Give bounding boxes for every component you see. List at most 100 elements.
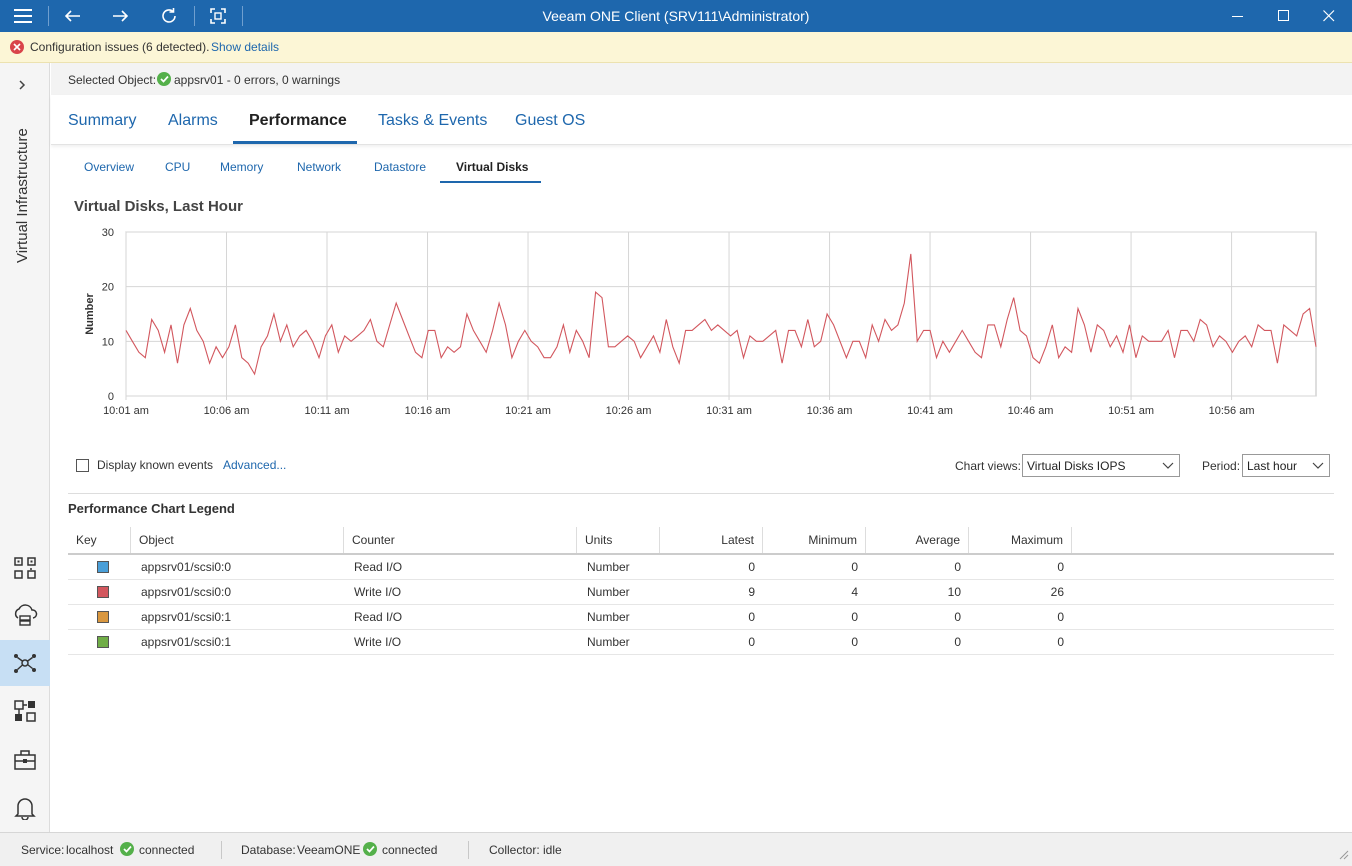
database-ok-icon <box>363 842 377 856</box>
subtab-virtual-disks[interactable]: Virtual Disks <box>456 160 529 174</box>
x-tick-label: 10:41 am <box>907 405 953 417</box>
hamburger-menu-icon[interactable] <box>0 0 46 32</box>
configuration-warning-bar: Configuration issues (6 detected). Show … <box>0 32 1352 63</box>
business-view-icon[interactable] <box>0 640 50 686</box>
cell-minimum: 0 <box>851 610 858 624</box>
advanced-link[interactable]: Advanced... <box>223 458 287 472</box>
table-row[interactable]: appsrv01/scsi0:0 Write I/O Number 9 4 10… <box>68 580 1334 605</box>
subtab-overview[interactable]: Overview <box>84 160 135 174</box>
refresh-icon[interactable] <box>146 0 192 32</box>
table-row[interactable]: appsrv01/scsi0:1 Write I/O Number 0 0 0 … <box>68 630 1334 655</box>
cell-maximum: 0 <box>1057 560 1064 574</box>
cell-units: Number <box>587 610 630 624</box>
subtab-datastore[interactable]: Datastore <box>374 160 427 174</box>
cell-average: 0 <box>954 635 961 649</box>
plot-area <box>125 231 1317 397</box>
warning-text: Configuration issues (6 detected). <box>30 40 210 54</box>
col-latest[interactable]: Latest <box>660 527 763 553</box>
col-maximum[interactable]: Maximum <box>969 527 1072 553</box>
subtab-network[interactable]: Network <box>297 160 342 174</box>
maximize-icon[interactable] <box>1261 0 1307 32</box>
y-tick-label: 10 <box>102 336 114 348</box>
legend-color-swatch <box>97 636 109 648</box>
col-object[interactable]: Object <box>131 527 344 553</box>
series-line-write-io <box>125 253 1317 376</box>
service-ok-icon <box>120 842 134 856</box>
tab-tasks-events[interactable]: Tasks & Events <box>378 112 488 129</box>
virtual-infrastructure-label[interactable]: Virtual Infrastructure <box>14 128 31 263</box>
chart-views-value: Virtual Disks IOPS <box>1027 459 1126 473</box>
table-row[interactable]: appsrv01/scsi0:0 Read I/O Number 0 0 0 0 <box>68 555 1334 580</box>
cell-latest: 0 <box>748 560 755 574</box>
x-tick-label: 10:31 am <box>706 405 752 417</box>
subtab-cpu[interactable]: CPU <box>165 160 191 174</box>
cell-average: 10 <box>947 585 961 599</box>
cell-latest: 9 <box>748 585 755 599</box>
cell-units: Number <box>587 585 630 599</box>
cell-object: appsrv01/scsi0:1 <box>141 635 232 649</box>
cell-latest: 0 <box>748 635 755 649</box>
cell-minimum: 4 <box>851 585 858 599</box>
chart-views-select[interactable]: Virtual Disks IOPS <box>1022 454 1180 477</box>
chart-title: Virtual Disks, Last Hour <box>74 198 243 215</box>
alarms-bell-icon[interactable] <box>0 785 50 831</box>
full-screen-icon[interactable] <box>195 0 241 32</box>
selected-object-value: appsrv01 - 0 errors, 0 warnings <box>174 73 341 87</box>
status-ok-icon <box>157 72 171 86</box>
col-minimum[interactable]: Minimum <box>763 527 866 553</box>
database-state: connected <box>382 843 438 857</box>
performance-chart[interactable]: 0 10 20 30 10:01 am 10:06 am 10:11 am 10:16 am 1… <box>68 220 1324 425</box>
legend-title: Performance Chart Legend <box>68 501 235 516</box>
left-navigation: Virtual Infrastructure <box>0 63 50 832</box>
cell-average: 0 <box>954 610 961 624</box>
collector-status: Collector: idle <box>489 843 562 857</box>
expand-chevron-icon[interactable] <box>17 79 27 94</box>
cloud-infrastructure-icon[interactable] <box>0 593 50 639</box>
cell-maximum: 26 <box>1050 585 1064 599</box>
x-tick-label: 10:46 am <box>1008 405 1054 417</box>
forward-arrow-icon[interactable] <box>97 0 143 32</box>
back-arrow-icon[interactable] <box>50 0 96 32</box>
cell-minimum: 0 <box>851 635 858 649</box>
show-details-link[interactable]: Show details <box>211 40 280 54</box>
cell-minimum: 0 <box>851 560 858 574</box>
x-tick-label: 10:51 am <box>1108 405 1154 417</box>
subtab-memory[interactable]: Memory <box>220 160 264 174</box>
infrastructure-view-icon[interactable] <box>0 545 50 591</box>
data-protection-icon[interactable] <box>0 688 50 734</box>
col-average[interactable]: Average <box>866 527 969 553</box>
cell-maximum: 0 <box>1057 610 1064 624</box>
workspace-icon[interactable] <box>0 737 50 783</box>
y-axis-label: Number <box>84 293 96 335</box>
x-tick-label: 10:36 am <box>807 405 853 417</box>
period-value: Last hour <box>1247 459 1298 473</box>
minimize-icon[interactable] <box>1215 0 1261 32</box>
service-value: localhost <box>66 843 114 857</box>
tab-alarms[interactable]: Alarms <box>168 112 218 129</box>
cell-counter: Write I/O <box>354 635 402 649</box>
close-icon[interactable] <box>1306 0 1352 32</box>
database-value: VeeamONE <box>297 843 361 857</box>
table-row[interactable]: appsrv01/scsi0:1 Read I/O Number 0 0 0 0 <box>68 605 1334 630</box>
col-counter[interactable]: Counter <box>344 527 577 553</box>
tab-performance[interactable]: Performance <box>249 112 347 129</box>
chart-views-label: Chart views: <box>955 459 1022 473</box>
y-tick-label: 30 <box>102 227 114 239</box>
col-units[interactable]: Units <box>577 527 660 553</box>
cell-maximum: 0 <box>1057 635 1064 649</box>
chevron-down-icon <box>1162 460 1174 474</box>
resize-grip-icon[interactable] <box>1339 849 1349 863</box>
active-subtab-indicator <box>440 181 541 183</box>
tab-summary[interactable]: Summary <box>68 112 137 129</box>
cell-average: 0 <box>954 560 961 574</box>
display-events-checkbox[interactable] <box>76 459 89 472</box>
display-events-label[interactable]: Display known events <box>97 458 214 472</box>
x-tick-label: 10:26 am <box>606 405 652 417</box>
legend-color-swatch <box>97 586 109 598</box>
legend-table-header: Key Object Counter Units Latest Minimum … <box>68 527 1334 555</box>
title-bar: Veeam ONE Client (SRV111\Administrator) <box>0 0 1352 32</box>
cell-units: Number <box>587 635 630 649</box>
tab-guest-os[interactable]: Guest OS <box>515 112 586 129</box>
col-key[interactable]: Key <box>68 527 131 553</box>
period-select[interactable]: Last hour <box>1242 454 1330 477</box>
